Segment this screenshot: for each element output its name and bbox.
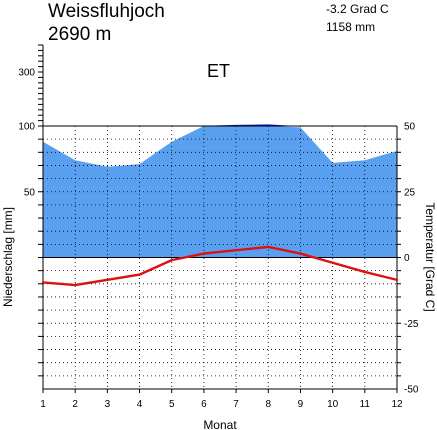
x-axis-title: Monat [203, 418, 237, 430]
temperature-point-1 [41, 281, 45, 284]
precip-tick-label: 300 [18, 68, 35, 79]
left-axis-title: Niederschlag [mm] [1, 207, 15, 307]
temperature-point-5 [170, 258, 173, 262]
temp-tick-label: 50 [404, 122, 416, 133]
month-tick-label: 9 [298, 399, 304, 410]
temperature-point-8 [267, 245, 270, 249]
month-tick-label: 4 [137, 399, 143, 410]
temperature-point-4 [138, 273, 141, 276]
temperature-point-3 [106, 278, 109, 282]
temp-tick-label: 0 [404, 253, 410, 264]
month-tick-label: 3 [105, 399, 111, 410]
station-elevation: 2690 m [48, 24, 111, 45]
month-tick-label: 7 [233, 399, 239, 410]
station-name: Weissfluhjoch [48, 1, 165, 22]
month-tick-label: 10 [327, 399, 339, 410]
precip-tick-label: 100 [18, 122, 35, 133]
climate-class: ET [207, 61, 230, 81]
temperature-line [42, 245, 398, 287]
temperature-point-7 [234, 248, 238, 252]
month-tick-label: 1 [40, 399, 46, 410]
temperature-point-12 [395, 278, 399, 282]
right-axis-title: Temperatur [Grad C] [423, 202, 437, 311]
temperature-point-2 [73, 283, 77, 287]
temp-tick-label: -25 [404, 319, 419, 330]
temperature-point-10 [331, 261, 334, 264]
month-tick-label: 12 [391, 399, 403, 410]
precip-tick-label: 50 [24, 187, 36, 198]
temperature-point-11 [363, 270, 367, 274]
month-tick-label: 11 [360, 399, 371, 410]
temperature-point-9 [299, 252, 302, 255]
month-tick-label: 2 [72, 399, 78, 410]
mean-temperature: -3.2 Grad C [326, 2, 389, 16]
month-tick-label: 6 [201, 399, 207, 410]
annual-precipitation: 1158 mm [326, 20, 375, 34]
temp-tick-label: 25 [404, 187, 416, 198]
temperature-point-6 [202, 252, 206, 255]
month-tick-label: 8 [265, 399, 271, 410]
temp-tick-label: -50 [404, 385, 419, 396]
month-tick-label: 5 [169, 399, 175, 410]
